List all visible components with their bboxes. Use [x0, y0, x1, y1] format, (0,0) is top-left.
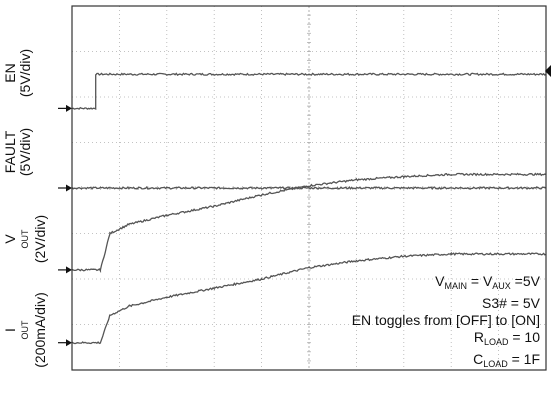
ground-marker-fault — [66, 184, 72, 192]
trace-vout — [71, 172, 547, 274]
en-toggle-note: EN toggles from [OFF] to [ON] — [351, 312, 540, 328]
trace-en — [71, 72, 547, 111]
en-label: EN (5V/div) — [2, 48, 33, 98]
supply-note: VMAIN = VAUX =5V — [435, 273, 540, 291]
cload-note: CLOAD = 1F — [473, 351, 540, 369]
ground-marker-en — [66, 104, 72, 112]
trace-fault — [71, 186, 547, 190]
trace-iout — [71, 251, 547, 345]
s3-note: S3# = 5V — [482, 295, 540, 311]
ground-markers — [58, 104, 72, 347]
iout-label: I OUT (200mA/div) — [2, 292, 48, 368]
traces — [71, 72, 547, 345]
ground-marker-iout — [66, 339, 72, 347]
vout-label: V OUT (2V/div) — [2, 214, 48, 264]
plot-frame — [71, 5, 547, 371]
ground-marker-vout — [66, 266, 72, 274]
trigger-marker — [545, 65, 551, 77]
test-conditions: VMAIN = VAUX =5V S3# = 5V EN toggles fro… — [352, 273, 540, 373]
rload-note: RLOAD = 10 — [473, 329, 540, 347]
fault-label: FAULT (5V/div) — [2, 127, 33, 177]
